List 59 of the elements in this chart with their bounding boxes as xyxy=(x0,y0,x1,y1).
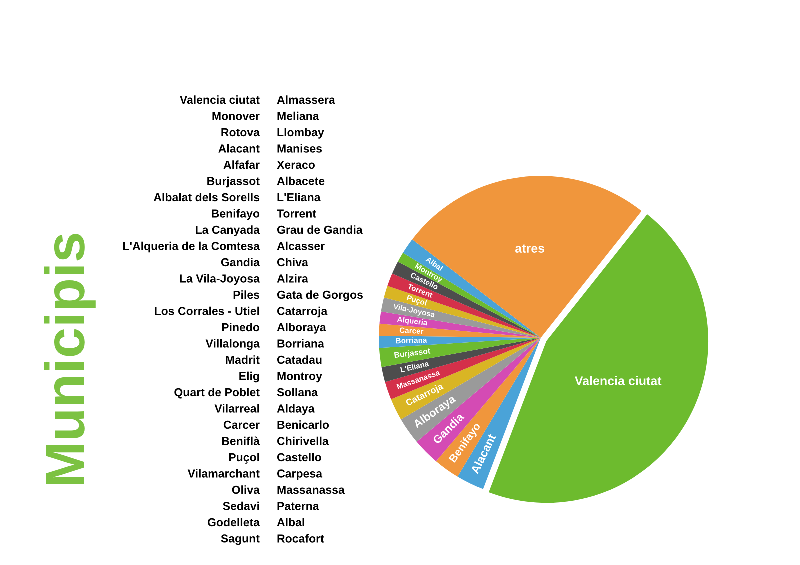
text: Quart de Poblet xyxy=(174,388,260,399)
text: Carcer xyxy=(224,420,260,430)
text: Vilarreal xyxy=(214,404,260,413)
text: Alacant xyxy=(218,144,260,153)
text: Chiva xyxy=(277,258,308,267)
text: Gandia xyxy=(221,258,260,267)
text: Valencia ciutat xyxy=(180,96,260,104)
text: Alzira xyxy=(277,274,308,283)
text: Torrent xyxy=(277,210,316,218)
text: Monover xyxy=(212,112,260,120)
text: Gata de Gorgos xyxy=(277,290,364,302)
text: Catadau xyxy=(277,356,322,364)
text: Massanassa xyxy=(278,486,346,494)
text: Benifayo xyxy=(212,209,260,220)
text: Chirivella xyxy=(277,436,329,446)
text: Vilamarchant xyxy=(188,469,260,478)
text: Municipis xyxy=(44,234,96,484)
text: Puçol xyxy=(229,453,260,464)
text: Pinedo xyxy=(222,323,260,332)
text: Rotova xyxy=(222,128,260,137)
text: Godelleta xyxy=(208,518,260,527)
text: Oliva xyxy=(232,486,260,494)
text: Aldaya xyxy=(277,404,315,416)
text: Meliana xyxy=(278,112,320,120)
text: Montroy xyxy=(278,372,322,383)
text: Los Corrales - Utiel xyxy=(155,306,260,316)
text: Catarroja xyxy=(277,306,328,318)
slice-label: Valencia ciutat xyxy=(575,376,662,386)
text: L'Alqueria de la Comtesa xyxy=(124,242,260,253)
text: Carpesa xyxy=(277,470,323,480)
text: Albacete xyxy=(277,176,325,186)
text: Sagunt xyxy=(221,534,260,546)
text: La Canyada xyxy=(196,226,260,236)
text: Almassera xyxy=(277,96,336,104)
text: Beniflà xyxy=(222,436,260,446)
text: Alcasser xyxy=(277,242,325,250)
text: Alboraya xyxy=(277,323,326,334)
text: Benicarlo xyxy=(278,420,330,430)
text: Sollana xyxy=(277,388,318,397)
text: Elig xyxy=(240,372,260,383)
text: L'Eliana xyxy=(278,193,321,202)
slice-label: atres xyxy=(516,244,545,253)
text: Burjassot xyxy=(208,176,260,188)
text: Piles xyxy=(234,290,260,300)
text: Borriana xyxy=(278,339,324,348)
text: Madrit xyxy=(226,356,260,364)
text: La Vila-Joyosa xyxy=(180,274,260,286)
text: Castello xyxy=(277,453,322,462)
text: Manises xyxy=(278,144,322,153)
text: Llombay xyxy=(278,128,324,139)
text: Villalonga xyxy=(206,339,260,350)
text: Alfafar xyxy=(224,160,260,170)
text: Paterna xyxy=(278,502,320,510)
text: Albal xyxy=(277,518,304,527)
text: Grau de Gandia xyxy=(277,226,363,234)
text: Sedavi xyxy=(223,502,260,510)
text: Rocafort xyxy=(278,534,324,543)
text: Xeraco xyxy=(277,161,315,170)
text: Albalat dels Sorells xyxy=(154,193,260,202)
